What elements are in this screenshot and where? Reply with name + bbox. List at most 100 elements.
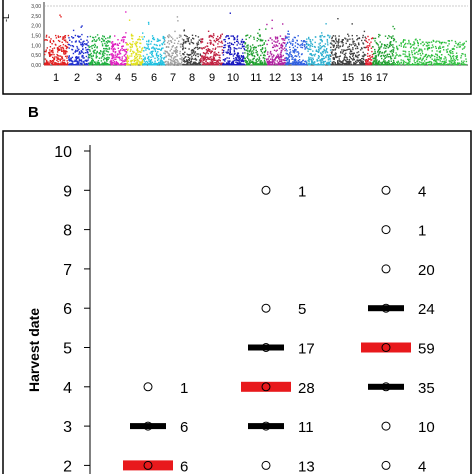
panel-a-point (44, 39, 46, 41)
panel-a-chromosome-label: 13 (290, 72, 302, 84)
panel-b-count-label: 35 (418, 380, 435, 397)
panel-a-point (88, 46, 90, 49)
panel-a-point (337, 63, 339, 66)
panel-a-point (346, 40, 348, 42)
panel-a-chromosome-label: 1 (53, 72, 59, 84)
panel-a-point (174, 39, 176, 41)
panel-a-point (242, 45, 244, 47)
panel-a-point (345, 60, 347, 62)
panel-a-point (281, 47, 283, 49)
panel-a-point (310, 59, 312, 61)
panel-a-point (86, 43, 88, 45)
panel-a-point (56, 57, 58, 59)
panel-a-point (445, 61, 447, 63)
panel-a-point (209, 49, 211, 51)
panel-a-point (440, 43, 443, 45)
panel-b-point (381, 421, 391, 431)
panel-a-point (162, 62, 164, 64)
panel-a-point (365, 37, 367, 40)
panel-a-point (197, 43, 200, 45)
panel-a-point (105, 37, 107, 40)
panel-a-point (217, 61, 219, 63)
panel-a-point (216, 59, 219, 62)
panel-a-point (309, 39, 311, 41)
panel-a-point (345, 56, 347, 58)
panel-a-point (352, 40, 354, 42)
panel-a-point (369, 63, 371, 66)
panel-b-median-bar-red (361, 342, 411, 353)
panel-a-point (388, 63, 390, 66)
panel-a-point (142, 63, 144, 66)
panel-a-point (65, 50, 67, 52)
panel-a-point (403, 61, 405, 64)
panel-a-point (95, 54, 98, 56)
panel-a-point (321, 51, 324, 53)
panel-a-point (394, 63, 396, 66)
panel-a-point (45, 36, 48, 38)
panel-a-y-ticks: 3,002,502,001,501,000,500,00 (31, 4, 41, 69)
panel-a-point (86, 63, 89, 65)
panel-a-point (346, 61, 348, 63)
panel-a-point (179, 52, 181, 55)
panel-a-point (132, 35, 134, 37)
panel-a-point (342, 60, 344, 62)
panel-a-point (138, 53, 140, 56)
panel-a-point (286, 37, 288, 39)
panel-a-point (331, 51, 333, 53)
panel-a-point (107, 51, 110, 53)
panel-a-point (136, 58, 138, 61)
panel-a-point (393, 47, 395, 49)
panel-a-point (362, 55, 365, 58)
panel-a-point (282, 59, 284, 61)
panel-a-point (338, 47, 340, 49)
panel-a-point (371, 54, 374, 56)
panel-a-point (439, 62, 441, 65)
panel-a-point (60, 49, 63, 51)
panel-a-point (209, 56, 211, 59)
panel-a-point (134, 57, 136, 59)
panel-a-point (442, 46, 445, 48)
panel-a-point (192, 54, 195, 56)
panel-a-point (442, 46, 444, 48)
panel-a-point (90, 55, 92, 57)
panel-a-point (386, 43, 389, 46)
panel-a-point (102, 63, 105, 65)
panel-a-point (154, 64, 156, 66)
panel-a-point (308, 56, 310, 59)
panel-a-point (200, 61, 202, 63)
panel-b-point (381, 225, 391, 235)
panel-a-point (436, 58, 438, 61)
panel-a-point (236, 63, 239, 65)
panel-a-point (111, 56, 114, 58)
panel-a-point (236, 59, 238, 62)
panel-a-point (366, 60, 368, 62)
panel-a-point (110, 63, 112, 65)
panel-a-point (147, 44, 149, 46)
panel-a-point (415, 64, 417, 66)
panel-a-point (219, 54, 221, 56)
panel-a-point (313, 62, 315, 64)
panel-a-point (322, 58, 325, 60)
panel-a-point (408, 41, 410, 43)
panel-a-point (208, 36, 210, 38)
panel-a-point (450, 62, 453, 64)
panel-a-point (196, 53, 198, 55)
panel-a-point (171, 60, 173, 62)
panel-a-point (182, 63, 185, 66)
panel-a-point (107, 63, 110, 66)
panel-a-point (139, 42, 141, 44)
panel-a-point (271, 59, 273, 61)
panel-a-point (445, 42, 447, 44)
panel-a-point (388, 61, 390, 63)
panel-a-point (454, 62, 456, 64)
panel-a-point (87, 62, 90, 64)
panel-a-point (246, 49, 248, 51)
panel-a-point (376, 42, 378, 45)
panel-a-point (312, 58, 314, 61)
panel-a-point (277, 40, 279, 42)
panel-a-point (387, 56, 389, 58)
panel-a-point (327, 62, 329, 64)
panel-a-point (341, 61, 343, 63)
panel-a-point (171, 46, 173, 48)
